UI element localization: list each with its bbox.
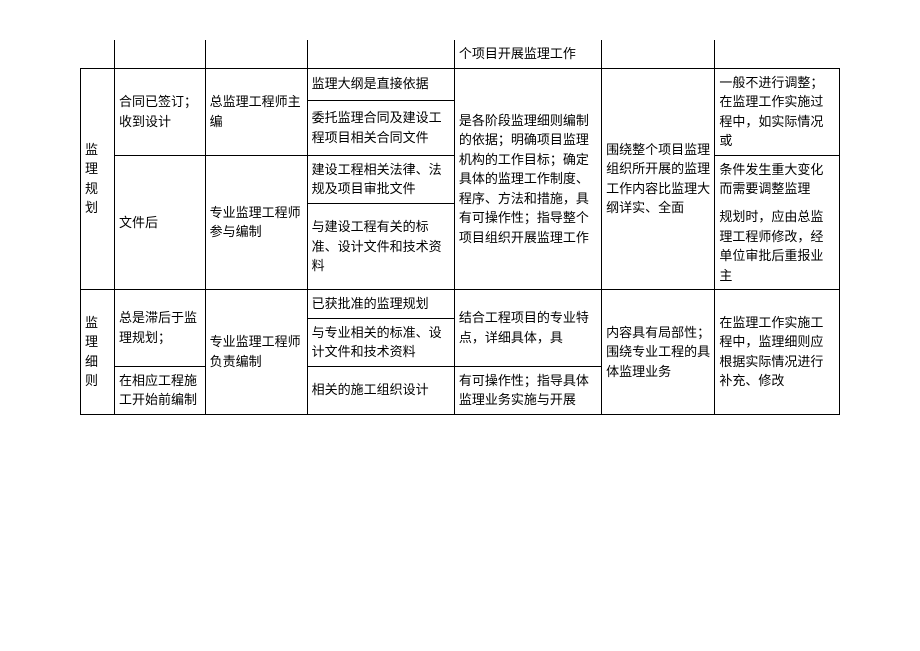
cell <box>114 40 205 68</box>
cell: 文件后 <box>114 155 205 290</box>
cell: 个项目开展监理工作 <box>454 40 601 68</box>
cell: 总是滞后于监理规划； <box>114 290 205 367</box>
cell: 专业监理工程师参与编制 <box>205 155 307 290</box>
cell: 与专业相关的标准、设计文件和技术资料 <box>307 318 454 366</box>
cell <box>81 40 115 68</box>
cell-section-title: 监 理细则 <box>81 290 115 415</box>
table-row: 个项目开展监理工作 <box>81 40 840 68</box>
cell-section-title: 监 理规划 <box>81 68 115 290</box>
cell <box>205 40 307 68</box>
cell: 条件发生重大变化而需要调整监理 <box>715 155 840 203</box>
cell: 与建设工程有关的标准、设计文件和技术资料 <box>307 203 454 290</box>
cell: 监理大纲是直接依据 <box>307 68 454 100</box>
cell: 已获批准的监理规划 <box>307 290 454 319</box>
cell: 委托监理合同及建设工程项目相关合同文件 <box>307 100 454 155</box>
cell: 结合工程项目的专业特点，详细具体，具 <box>454 290 601 367</box>
cell: 在相应工程施工开始前编制 <box>114 366 205 414</box>
cell: 规划时，应由总监理工程师修改，经单位审批后重报业主 <box>715 203 840 290</box>
cell: 专业监理工程师负责编制 <box>205 290 307 415</box>
table-row: 监 理细则 总是滞后于监理规划； 专业监理工程师负责编制 已获批准的监理规划 结… <box>81 290 840 319</box>
cell: 围绕整个项目监理组织所开展的监理工作内容比监理大纲详实、全面 <box>602 68 715 290</box>
cell: 内容具有局部性；围绕专业工程的具体监理业务 <box>602 290 715 415</box>
cell <box>715 40 840 68</box>
cell <box>602 40 715 68</box>
cell: 总监理工程师主编 <box>205 68 307 155</box>
cell <box>307 40 454 68</box>
cell: 相关的施工组织设计 <box>307 366 454 414</box>
cell: 建设工程相关法律、法规及项目审批文件 <box>307 155 454 203</box>
cell: 是各阶段监理细则编制的依据；明确项目监理机构的工作目标；确定具体的监理工作制度、… <box>454 68 601 290</box>
cell: 合同已签订；收到设计 <box>114 68 205 155</box>
cell: 一般不进行调整；在监理工作实施过程中，如实际情况或 <box>715 68 840 155</box>
cell: 在监理工作实施工程中，监理细则应根据实际情况进行补充、修改 <box>715 290 840 415</box>
cell: 有可操作性；指导具体监理业务实施与开展 <box>454 366 601 414</box>
document-page: 个项目开展监理工作 监 理规划 合同已签订；收到设计 总监理工程师主编 监理大纲… <box>0 0 920 455</box>
supervision-table: 个项目开展监理工作 监 理规划 合同已签订；收到设计 总监理工程师主编 监理大纲… <box>80 40 840 415</box>
table-row: 监 理规划 合同已签订；收到设计 总监理工程师主编 监理大纲是直接依据 是各阶段… <box>81 68 840 100</box>
